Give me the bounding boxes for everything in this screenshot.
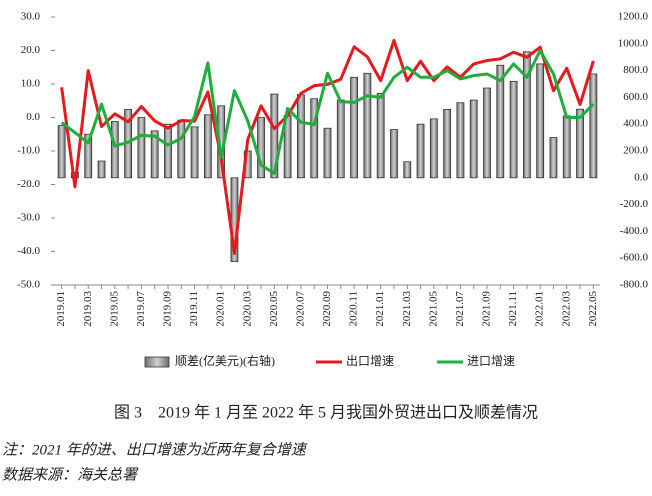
x-tick-label: 2021.03 xyxy=(401,291,413,327)
line xyxy=(60,49,595,175)
bar xyxy=(496,64,505,179)
y2-tick-label: 0.0 xyxy=(634,171,648,183)
bar xyxy=(270,93,279,179)
legend-swatch xyxy=(144,356,170,368)
x-tick-label: 2021.05 xyxy=(427,291,439,327)
x-tick-label: 2022.03 xyxy=(560,291,572,327)
x-tick-label: 2020.07 xyxy=(294,291,306,327)
note: 数据来源：海关总署 xyxy=(2,466,139,483)
x-tick-label: 2019.03 xyxy=(82,291,94,327)
bar xyxy=(522,51,531,179)
y-tick-label: -30.0 xyxy=(17,212,40,224)
bar xyxy=(137,117,146,179)
bar xyxy=(376,92,385,179)
legend-label: 进口增速 xyxy=(467,354,515,368)
y2-tick-label: 1200.0 xyxy=(618,11,649,23)
legend-label: 顺差(亿美元)(右轴) xyxy=(175,353,275,368)
bar xyxy=(509,80,518,179)
y-tick-label: 20.0 xyxy=(21,44,41,56)
bar xyxy=(469,99,478,179)
bar xyxy=(483,87,491,179)
x-tick-label: 2019.07 xyxy=(135,291,147,327)
y2-tick-label: -600.0 xyxy=(620,252,649,264)
x-tick-label: 2021.09 xyxy=(481,291,493,327)
x-tick-label: 2020.01 xyxy=(215,291,227,327)
x-tick-label: 2022.05 xyxy=(587,291,599,327)
bar xyxy=(164,123,172,179)
y-tick-label: -10.0 xyxy=(17,145,40,157)
line xyxy=(60,38,595,256)
x-tick-label: 2021.01 xyxy=(374,291,386,327)
x-tick-label: 2022.01 xyxy=(534,291,546,327)
caption: 图 3 2019 年 1 月至 2022 年 5 月我国外贸进出口及顺差情况 xyxy=(114,404,538,422)
bar xyxy=(589,73,598,179)
x-tick-label: 2020.11 xyxy=(348,291,360,326)
bar xyxy=(84,133,93,179)
note: 注：2021 年的进、出口增速为近两年复合增速 xyxy=(2,441,308,458)
y-tick-label: -50.0 xyxy=(17,279,40,291)
x-tick-label: 2019.05 xyxy=(108,291,120,327)
x-tick-label: 2019.09 xyxy=(162,291,174,327)
y2-tick-label: 600.0 xyxy=(623,91,648,103)
x-tick-label: 2019.01 xyxy=(55,291,67,327)
bar xyxy=(150,130,159,179)
bar xyxy=(363,72,372,179)
y-tick-label: 30.0 xyxy=(21,11,41,23)
x-tick-label: 2020.03 xyxy=(241,291,253,327)
y2-tick-label: 400.0 xyxy=(623,118,648,130)
x-tick-label: 2021.11 xyxy=(507,291,519,326)
bar xyxy=(416,123,425,179)
bar xyxy=(429,118,438,179)
bar xyxy=(336,99,345,179)
x-tick-label: 2020.09 xyxy=(321,291,333,327)
bar xyxy=(576,108,584,179)
bar xyxy=(177,119,186,179)
bar xyxy=(257,117,265,179)
y-tick-label: -20.0 xyxy=(17,178,40,190)
bar xyxy=(110,121,119,179)
bar xyxy=(350,76,358,179)
bar xyxy=(443,109,452,179)
bar xyxy=(203,114,212,179)
x-tick-label: 2021.07 xyxy=(454,291,466,327)
bar xyxy=(456,102,465,179)
bar xyxy=(310,98,319,179)
bar xyxy=(562,115,571,179)
y2-tick-label: -200.0 xyxy=(620,198,649,210)
y-tick-label: 0.0 xyxy=(26,111,40,123)
legend-label: 出口增速 xyxy=(346,354,394,368)
y2-tick-label: 800.0 xyxy=(623,64,648,76)
y-tick-label: -40.0 xyxy=(17,245,40,257)
bar xyxy=(297,94,305,179)
y-tick-label: 10.0 xyxy=(21,78,41,90)
bar xyxy=(390,129,398,179)
bar xyxy=(536,63,545,179)
bar xyxy=(549,137,558,179)
y2-tick-label: -800.0 xyxy=(620,279,649,291)
x-tick-label: 2020.05 xyxy=(268,291,280,327)
bar xyxy=(97,160,106,179)
bar xyxy=(323,127,332,179)
bar xyxy=(403,161,412,179)
y2-tick-label: 1000.0 xyxy=(618,37,649,49)
x-tick-label: 2019.11 xyxy=(188,291,200,326)
bar xyxy=(57,125,66,179)
y2-tick-label: -400.0 xyxy=(620,225,649,237)
bar xyxy=(190,126,199,179)
y2-tick-label: 200.0 xyxy=(623,145,648,157)
